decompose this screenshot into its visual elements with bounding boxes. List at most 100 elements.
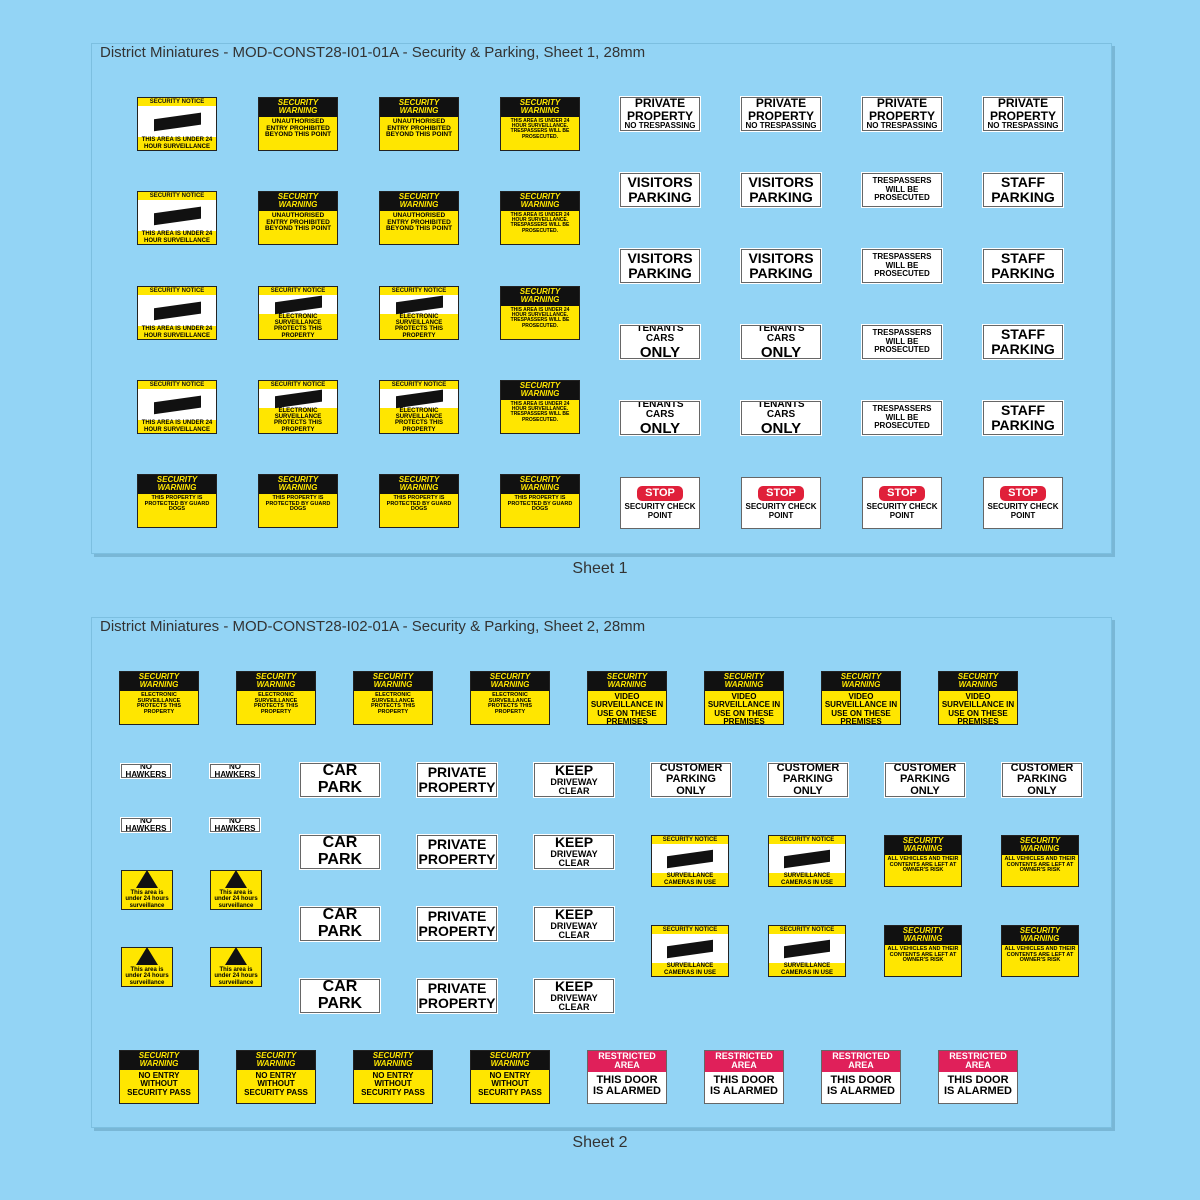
sign-text: TRESPASSERS WILL BE PROSECUTED	[872, 252, 932, 279]
sign-subtext: ONLY	[639, 343, 681, 359]
sign: VISITORS PARKING	[741, 249, 821, 283]
sign-text: UNAUTHORISED ENTRY PROHIBITED BEYOND THI…	[385, 117, 453, 139]
sign: CAR PARK	[300, 835, 380, 869]
sign-text: NO ENTRY WITHOUT SECURITY PASS	[244, 1070, 308, 1097]
sign: SECURITY WARNING UNAUTHORISED ENTRY PROHI…	[379, 191, 459, 245]
sign-text: SURVEILLANCE CAMERAS IN USE	[652, 963, 728, 976]
sign-text: THIS DOOR IS ALARMED	[709, 1073, 779, 1098]
sign: STAFF PARKING	[983, 173, 1063, 207]
sign-subtext: NO TRESPASSING	[745, 121, 817, 131]
sign-text: THIS AREA IS UNDER 24 HOUR SURVEILLANCE.…	[510, 211, 570, 234]
sign: SECURITY WARNING UNAUTHORISED ENTRY PROHI…	[379, 97, 459, 151]
sign-header: SECURITY WARNING	[259, 475, 337, 494]
sign-header: SECURITY WARNING	[120, 1051, 198, 1070]
sign: SECURITY WARNING THIS PROPERTY IS PROTECT…	[137, 474, 217, 528]
warning-icon	[225, 871, 247, 889]
sign: RESTRICTED AREA THIS DOOR IS ALARMED	[704, 1050, 784, 1104]
sign: SECURITY WARNING VIDEO SURVEILLANCE IN US…	[587, 671, 667, 725]
sign-header: SECURITY WARNING	[939, 672, 1017, 691]
sign-header: SECURITY WARNING	[501, 381, 579, 400]
sign-text: This area is under 24 hours surveillance	[125, 967, 169, 986]
sign-text: NO ENTRY WITHOUT SECURITY PASS	[127, 1070, 191, 1097]
camera-icon	[153, 206, 201, 226]
sign-header: SECURITY WARNING	[380, 192, 458, 211]
sign: SECURITY WARNING THIS PROPERTY IS PROTECT…	[500, 474, 580, 528]
sign-text: THIS AREA IS UNDER 24 HOUR SURVEILLANCE	[138, 231, 216, 244]
sign-header: SECURITY NOTICE	[138, 98, 216, 107]
sign: SECURITY WARNING NO ENTRY WITHOUT SECURIT…	[119, 1050, 199, 1104]
sign-text: TRESPASSERS WILL BE PROSECUTED	[872, 328, 932, 355]
sign-text: ELECTRONIC SURVEILLANCE PROTECTS THIS PR…	[380, 407, 458, 433]
sign: SECURITY NOTICE THIS AREA IS UNDER 24 HOU…	[137, 286, 217, 340]
sign-header: SECURITY NOTICE	[769, 836, 845, 845]
sign-subtext: ONLY	[639, 419, 681, 435]
sign: CAR PARK	[300, 907, 380, 941]
sign-text: UNAUTHORISED ENTRY PROHIBITED BEYOND THI…	[264, 211, 332, 233]
sign: SECURITY WARNING ELECTRONIC SURVEILLANCE …	[236, 671, 316, 725]
sign-header: SECURITY WARNING	[885, 926, 961, 945]
sign: TENANTS CARS ONLY	[620, 401, 700, 435]
sheet-caption: Sheet 2	[572, 1134, 628, 1151]
sign-header: SECURITY WARNING	[501, 192, 579, 211]
sign: This area is under 24 hours surveillance	[121, 870, 173, 910]
sign: NO HAWKERS	[121, 764, 171, 778]
sign: VISITORS PARKING	[620, 173, 700, 207]
sign-subtext: ONLY	[760, 343, 802, 359]
sign-text: PRIVATE PROPERTY	[989, 97, 1056, 123]
sign-header: STOP	[637, 485, 683, 502]
sign: SECURITY WARNING ELECTRONIC SURVEILLANCE …	[470, 671, 550, 725]
sign-header: STOP	[758, 485, 804, 502]
sign-header: SECURITY WARNING	[705, 672, 783, 691]
sign-text: CAR PARK	[317, 763, 363, 796]
sign: SECURITY WARNING ALL VEHICLES AND THEIR C…	[884, 835, 962, 887]
sign: STAFF PARKING	[983, 325, 1063, 359]
camera-icon	[274, 389, 322, 408]
sign-text: CUSTOMER PARKING ONLY	[893, 763, 957, 797]
sign-text: ALL VEHICLES AND THEIR CONTENTS ARE LEFT…	[887, 945, 959, 964]
sign-text: NO HAWKERS	[125, 818, 167, 832]
sign: PRIVATE PROPERTY NO TRESPASSING	[741, 97, 821, 131]
sign-text: ELECTRONIC SURVEILLANCE PROTECTS THIS PR…	[370, 691, 415, 716]
sign-text: SECURITY CHECK POINT	[987, 502, 1059, 520]
sign-text: CUSTOMER PARKING ONLY	[659, 763, 723, 797]
sign: KEEP DRIVEWAY CLEAR	[534, 835, 614, 869]
sign-text: ELECTRONIC SURVEILLANCE PROTECTS THIS PR…	[380, 313, 458, 339]
sign: TRESPASSERS WILL BE PROSECUTED	[862, 173, 942, 207]
sign-text: THIS AREA IS UNDER 24 HOUR SURVEILLANCE	[138, 326, 216, 339]
sign-text: PRIVATE PROPERTY	[418, 980, 496, 1011]
sign-text: SECURITY CHECK POINT	[745, 502, 817, 520]
sign: SECURITY WARNING ELECTRONIC SURVEILLANCE …	[353, 671, 433, 725]
warning-icon	[225, 948, 247, 966]
camera-icon	[153, 395, 201, 415]
sign-header: RESTRICTED AREA	[822, 1051, 900, 1072]
sign: SECURITY WARNING THIS AREA IS UNDER 24 HO…	[500, 286, 580, 340]
camera-icon	[274, 295, 322, 314]
camera-icon	[395, 389, 443, 408]
sign-header: SECURITY WARNING	[138, 475, 216, 494]
sign-text: THIS DOOR IS ALARMED	[943, 1073, 1013, 1098]
warning-icon	[136, 871, 158, 889]
sign-header: SECURITY WARNING	[354, 672, 432, 691]
sign: SECURITY WARNING THIS AREA IS UNDER 24 HO…	[500, 97, 580, 151]
sign: SECURITY WARNING NO ENTRY WITHOUT SECURIT…	[236, 1050, 316, 1104]
sign-text: UNAUTHORISED ENTRY PROHIBITED BEYOND THI…	[385, 211, 453, 233]
sign-text: ALL VEHICLES AND THEIR CONTENTS ARE LEFT…	[1004, 855, 1076, 874]
sign-header: SECURITY WARNING	[120, 672, 198, 691]
sign-text: KEEP	[554, 835, 594, 851]
sign-text: THIS DOOR IS ALARMED	[826, 1073, 896, 1098]
sign: NO HAWKERS	[210, 818, 260, 832]
sign-text: THIS PROPERTY IS PROTECTED BY GUARD DOGS	[386, 494, 452, 513]
sign: KEEP DRIVEWAY CLEAR	[534, 979, 614, 1013]
sign-header: SECURITY NOTICE	[769, 926, 845, 935]
sign-subtext: DRIVEWAY CLEAR	[550, 992, 598, 1013]
sign: SECURITY NOTICE ELECTRONIC SURVEILLANCE P…	[379, 380, 459, 434]
sign: STOP SECURITY CHECK POINT	[862, 477, 942, 529]
sign-text: PRIVATE PROPERTY	[418, 836, 496, 867]
sign: VISITORS PARKING	[620, 249, 700, 283]
sheet-caption: Sheet 1	[572, 560, 628, 577]
sign: SECURITY NOTICE SURVEILLANCE CAMERAS IN U…	[768, 835, 846, 887]
sign-header: SECURITY WARNING	[1002, 836, 1078, 855]
sign: PRIVATE PROPERTY	[417, 907, 497, 941]
sign: SECURITY WARNING ALL VEHICLES AND THEIR C…	[1001, 925, 1079, 977]
